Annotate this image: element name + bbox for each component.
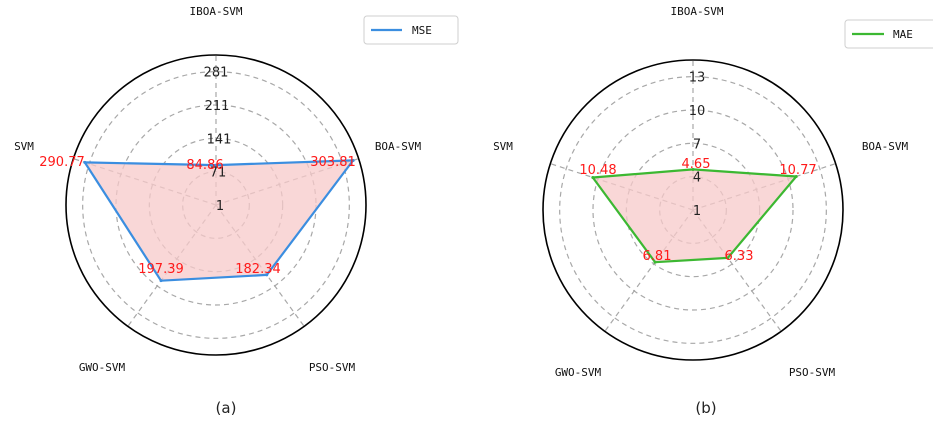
legend-box: [844, 19, 933, 49]
data-point: [214, 163, 218, 167]
polar-frame: [542, 59, 844, 361]
radial-tick-label: 10: [689, 104, 706, 119]
category-label: SVM: [493, 140, 513, 153]
value-label: 197.39: [138, 262, 184, 277]
legend-label: MAE: [893, 28, 913, 41]
grid-spoke: [692, 209, 782, 332]
legend: MAE: [844, 19, 933, 49]
category-label: BOA-SVM: [862, 140, 909, 153]
data-point: [726, 256, 730, 260]
series-line: [591, 168, 798, 264]
value-label: 290.77: [39, 155, 85, 170]
radar-panel-1: 1 4 7 10 13 4.65 10.77 6.33 6.81 10.48 IBOA-SVM BOA…: [493, 5, 933, 417]
value-label: 6.81: [643, 249, 672, 264]
value-label: 4.65: [682, 157, 711, 172]
radial-tick-label: 1: [216, 199, 224, 214]
grid-ring: [82, 71, 350, 339]
category-label: PSO-SVM: [309, 361, 356, 374]
radial-tick-label: 281: [204, 66, 229, 81]
data-point: [159, 279, 163, 283]
radar-panel-0: 1 71 141 211 281 84.86 303.81 182.34 197.39 290.7…: [14, 5, 459, 417]
series-line: [83, 159, 355, 282]
category-label: GWO-SVM: [555, 366, 602, 379]
series-fill: [592, 169, 797, 263]
data-point: [591, 175, 595, 179]
series-fill: [84, 160, 354, 281]
legend-box: [363, 15, 459, 45]
radial-tick-label: 71: [210, 166, 227, 181]
value-label: 182.34: [235, 262, 281, 277]
category-label: IBOA-SVM: [190, 5, 243, 18]
data-point: [794, 174, 798, 178]
grid-spoke: [604, 209, 694, 332]
value-label: 84.86: [186, 158, 223, 173]
data-point: [83, 160, 87, 164]
radial-tick-label: 211: [205, 99, 230, 114]
radial-tick-label: 7: [693, 137, 701, 152]
radial-tick-label: 13: [689, 71, 706, 86]
data-point: [691, 167, 695, 171]
category-label: SVM: [14, 140, 34, 153]
polar-frame: [65, 54, 367, 356]
value-label: 303.81: [310, 155, 356, 170]
category-label: IBOA-SVM: [671, 5, 724, 18]
radial-tick-label: 141: [207, 132, 232, 147]
category-label: BOA-SVM: [375, 140, 422, 153]
data-point: [653, 260, 657, 264]
legend-label: MSE: [412, 24, 432, 37]
grid-ring: [559, 76, 827, 344]
category-label: PSO-SVM: [789, 366, 836, 379]
category-label: GWO-SVM: [79, 361, 126, 374]
value-label: 6.33: [725, 249, 754, 264]
panel-caption: (a): [216, 399, 237, 417]
radial-tick-label: 4: [693, 171, 701, 186]
data-point: [265, 273, 269, 277]
legend: MSE: [363, 15, 459, 45]
data-point: [351, 158, 355, 162]
value-label: 10.48: [579, 163, 616, 178]
value-label: 10.77: [779, 163, 816, 178]
panel-caption: (b): [695, 399, 716, 417]
radial-tick-label: 1: [693, 204, 701, 219]
